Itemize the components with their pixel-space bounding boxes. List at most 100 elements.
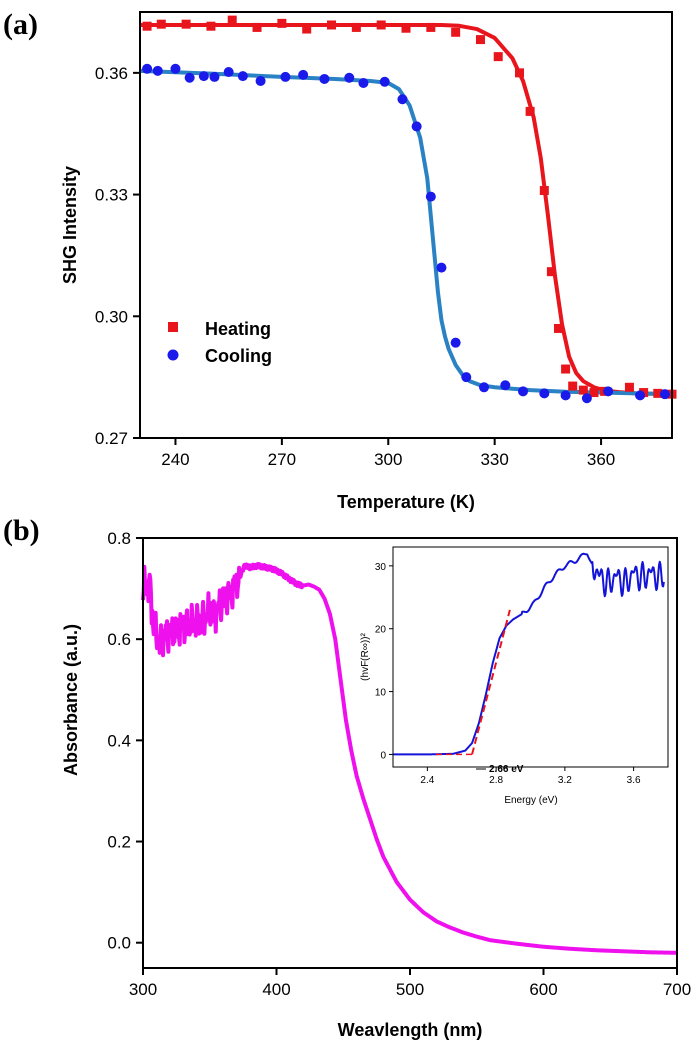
data-point-cooling <box>142 63 153 74</box>
panel-b-series <box>141 561 679 955</box>
data-point-cooling <box>461 372 472 383</box>
data-point-heating <box>653 388 663 398</box>
inset-x-axis-title: Energy (eV) <box>504 795 557 806</box>
data-point-cooling <box>170 63 181 74</box>
x-tick-label: 300 <box>374 450 402 469</box>
data-point-cooling <box>539 388 550 399</box>
inset-y-tick-label: 0 <box>380 750 386 761</box>
y-tick-label: 0.33 <box>95 186 128 205</box>
data-point-cooling <box>560 390 571 401</box>
inset-background <box>393 547 668 767</box>
y-tick-label: 0.2 <box>107 833 131 852</box>
data-point-cooling <box>319 73 330 84</box>
inset-x-tick-label: 3.6 <box>627 775 641 786</box>
data-point-heating <box>327 20 337 30</box>
y-tick-label: 0.0 <box>107 934 131 953</box>
inset-y-ticks: 0 10 20 30 <box>375 562 393 761</box>
panel-a-x-axis-title: Temperature (K) <box>337 492 475 512</box>
panel-b-label: (b) <box>3 514 40 547</box>
panel-a: (a) 240 270 300 330 360 0.27 0.30 0.33 0.36 Tem… <box>3 8 677 512</box>
data-point-heating <box>514 68 524 78</box>
data-point-heating <box>493 52 503 62</box>
data-point-heating <box>142 21 152 31</box>
data-point-heating <box>206 21 216 31</box>
legend-cooling-marker <box>167 349 179 361</box>
panel-a-y-ticks: 0.27 0.30 0.33 0.36 <box>95 64 140 448</box>
data-point-cooling <box>500 380 511 391</box>
inset-y-tick-label: 10 <box>375 688 387 699</box>
data-point-cooling <box>635 390 646 401</box>
legend-heating-label: Heating <box>205 319 271 339</box>
x-tick-label: 360 <box>587 450 615 469</box>
data-point-cooling <box>184 72 195 83</box>
data-point-heating <box>451 27 461 37</box>
x-tick-label: 240 <box>161 450 189 469</box>
data-point-heating <box>156 19 166 29</box>
data-point-heating <box>561 364 571 374</box>
data-point-heating <box>554 323 564 333</box>
data-point-cooling <box>411 121 422 132</box>
data-point-cooling <box>603 386 614 397</box>
data-point-cooling <box>659 389 670 400</box>
data-point-cooling <box>344 72 355 83</box>
y-tick-label: 0.6 <box>107 630 131 649</box>
y-tick-label: 0.36 <box>95 64 128 83</box>
data-point-heating <box>426 22 436 32</box>
data-point-cooling <box>425 191 436 202</box>
data-point-cooling <box>479 382 490 393</box>
panel-a-legend: Heating Cooling <box>167 319 272 366</box>
data-point-heating <box>181 19 191 29</box>
data-point-heating <box>568 381 578 391</box>
inset-chart: 2.4 2.8 3.2 3.6 0 10 20 30 Energy (eV) (hvF(R∞… <box>360 546 669 806</box>
x-tick-label: 700 <box>663 980 691 999</box>
data-point-heating <box>227 15 237 25</box>
legend-heating-marker <box>168 322 178 332</box>
panel-a-plot-frame <box>139 11 673 439</box>
data-point-cooling <box>450 337 461 348</box>
inset-x-tick-label: 2.4 <box>420 775 434 786</box>
y-tick-label: 0.30 <box>95 307 128 326</box>
data-point-cooling <box>209 71 220 82</box>
inset-plot-frame <box>392 546 669 768</box>
data-point-cooling <box>436 262 447 273</box>
absorbance-curve <box>141 561 679 955</box>
data-point-heating <box>475 35 485 45</box>
inset-y-tick-label: 30 <box>375 562 387 573</box>
inset-x-tick-label: 2.8 <box>489 775 503 786</box>
data-point-cooling <box>223 67 234 78</box>
inset-x-tick-label: 3.2 <box>558 775 572 786</box>
x-tick-label: 270 <box>268 450 296 469</box>
data-point-heating <box>252 22 262 32</box>
data-point-cooling <box>358 78 369 88</box>
inset-tangent-line <box>471 609 511 755</box>
inset-bandgap-annotation: 2.66 eV <box>489 764 524 775</box>
y-tick-label: 0.8 <box>107 529 131 548</box>
data-point-heating <box>376 20 386 30</box>
data-point-cooling <box>379 76 390 87</box>
data-point-heating <box>624 382 634 392</box>
data-point-cooling <box>280 71 291 82</box>
data-point-cooling <box>397 94 408 105</box>
x-tick-label: 330 <box>480 450 508 469</box>
data-point-cooling <box>237 71 248 82</box>
inset-series <box>392 552 665 756</box>
inset-x-ticks: 2.4 2.8 3.2 3.6 <box>420 767 641 786</box>
panel-a-label: (a) <box>3 8 38 41</box>
data-point-heating <box>401 23 411 33</box>
data-point-cooling <box>298 69 309 80</box>
x-tick-label: 500 <box>396 980 424 999</box>
panel-a-series <box>139 15 677 404</box>
panel-b-y-axis-title: Absorbance (a.u.) <box>61 624 81 776</box>
data-point-cooling <box>518 386 529 397</box>
x-tick-label: 400 <box>262 980 290 999</box>
data-point-heating <box>589 388 599 398</box>
fit-curve-cooling <box>139 68 673 397</box>
data-point-heating <box>277 18 287 28</box>
data-point-heating <box>546 267 556 277</box>
panel-b-x-axis-title: Weavlength (nm) <box>338 1020 483 1040</box>
data-point-heating <box>578 385 588 395</box>
data-point-heating <box>525 106 535 116</box>
x-tick-label: 600 <box>529 980 557 999</box>
panel-b-x-ticks: 300 400 500 600 700 <box>129 968 691 999</box>
